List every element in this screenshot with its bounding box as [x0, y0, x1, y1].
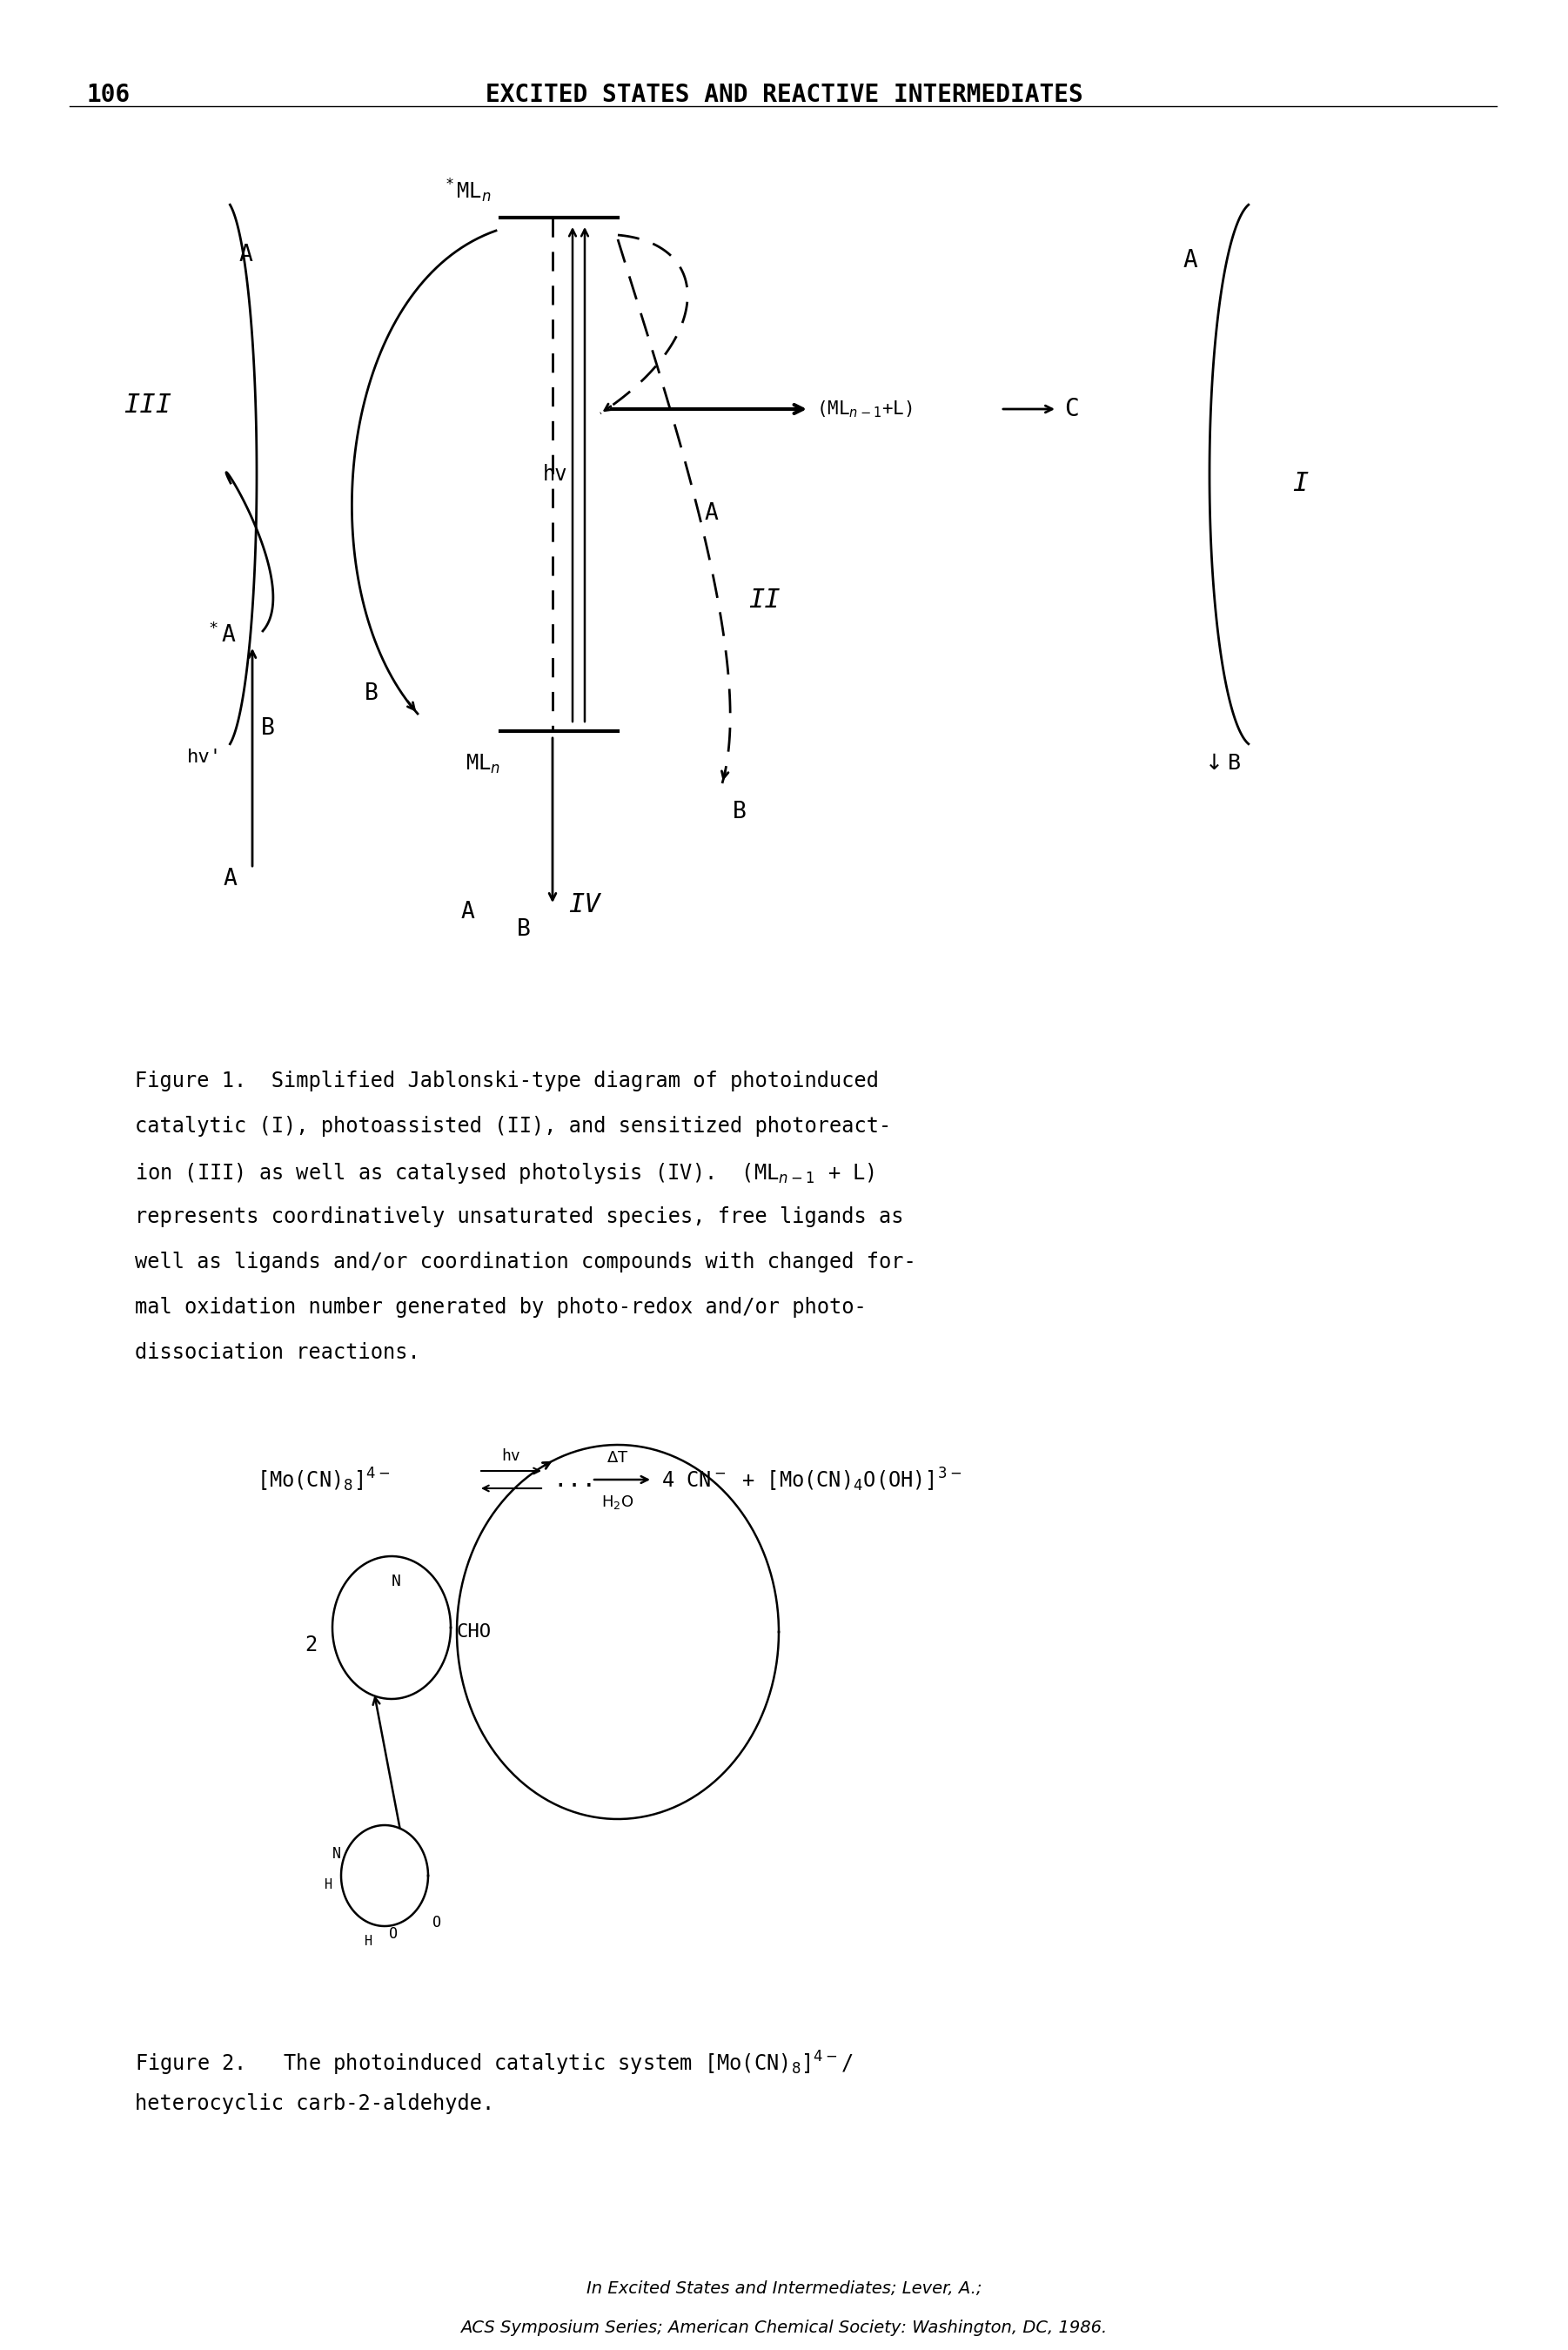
Text: $\Delta$T: $\Delta$T [607, 1450, 629, 1466]
Text: H$_2$O: H$_2$O [602, 1495, 633, 1511]
Text: mal oxidation number generated by photo-redox and/or photo-: mal oxidation number generated by photo-… [135, 1297, 867, 1318]
Text: B: B [365, 682, 378, 705]
Text: hv: hv [543, 463, 568, 484]
Text: well as ligands and/or coordination compounds with changed for-: well as ligands and/or coordination comp… [135, 1253, 916, 1271]
Text: N: N [390, 1574, 401, 1589]
Text: ML$_n$: ML$_n$ [466, 752, 500, 776]
Text: [Mo(CN)$_8$]$^{4-}$: [Mo(CN)$_8$]$^{4-}$ [257, 1466, 390, 1492]
Text: B: B [517, 919, 532, 940]
Text: A: A [223, 867, 237, 891]
Text: dissociation reactions.: dissociation reactions. [135, 1342, 420, 1363]
Text: Figure 2.   The photoinduced catalytic system [Mo(CN)$_8$]$^{4-}$/: Figure 2. The photoinduced catalytic sys… [135, 2049, 853, 2077]
Text: 2: 2 [306, 1636, 318, 1654]
Text: A: A [238, 244, 252, 266]
Text: ACS Symposium Series; American Chemical Society: Washington, DC, 1986.: ACS Symposium Series; American Chemical … [461, 2319, 1107, 2336]
Text: catalytic (I), photoassisted (II), and sensitized photoreact-: catalytic (I), photoassisted (II), and s… [135, 1116, 891, 1137]
Text: $\downarrow$B: $\downarrow$B [1201, 752, 1242, 773]
Text: hv: hv [502, 1448, 521, 1464]
Text: B: B [260, 717, 274, 740]
Text: N: N [332, 1847, 342, 1861]
Text: A: A [1184, 249, 1198, 273]
Text: ...: ... [552, 1466, 596, 1492]
Text: IV: IV [568, 893, 601, 916]
Text: CHO: CHO [456, 1624, 492, 1640]
Text: H: H [365, 1934, 373, 1948]
Text: In Excited States and Intermediates; Lever, A.;: In Excited States and Intermediates; Lev… [586, 2280, 982, 2296]
Text: B: B [732, 801, 746, 822]
Text: hv': hv' [187, 750, 223, 766]
Text: 4 CN$^-$ + [Mo(CN)$_4$O(OH)]$^{3-}$: 4 CN$^-$ + [Mo(CN)$_4$O(OH)]$^{3-}$ [662, 1466, 961, 1492]
Text: represents coordinatively unsaturated species, free ligands as: represents coordinatively unsaturated sp… [135, 1206, 903, 1227]
Text: I: I [1292, 470, 1308, 496]
Text: 106: 106 [86, 82, 130, 108]
Text: EXCITED STATES AND REACTIVE INTERMEDIATES: EXCITED STATES AND REACTIVE INTERMEDIATE… [485, 82, 1083, 108]
Text: O: O [433, 1915, 441, 1929]
Text: III: III [124, 392, 172, 418]
Text: H: H [325, 1878, 332, 1892]
Text: $^*$ML$_n$: $^*$ML$_n$ [444, 176, 492, 204]
Text: $^*$A: $^*$A [207, 623, 237, 649]
Text: A: A [461, 900, 474, 924]
Text: heterocyclic carb-2-aldehyde.: heterocyclic carb-2-aldehyde. [135, 2094, 494, 2115]
Text: O: O [389, 1927, 398, 1941]
Text: (ML$_{n-1}$+L): (ML$_{n-1}$+L) [817, 400, 913, 418]
Text: Figure 1.  Simplified Jablonski-type diagram of photoinduced: Figure 1. Simplified Jablonski-type diag… [135, 1072, 878, 1090]
Text: ion (III) as well as catalysed photolysis (IV).  (ML$_{n-1}$ + L): ion (III) as well as catalysed photolysi… [135, 1161, 875, 1184]
Text: II: II [748, 588, 781, 613]
Text: C: C [1065, 397, 1079, 421]
Text: A: A [706, 503, 718, 524]
